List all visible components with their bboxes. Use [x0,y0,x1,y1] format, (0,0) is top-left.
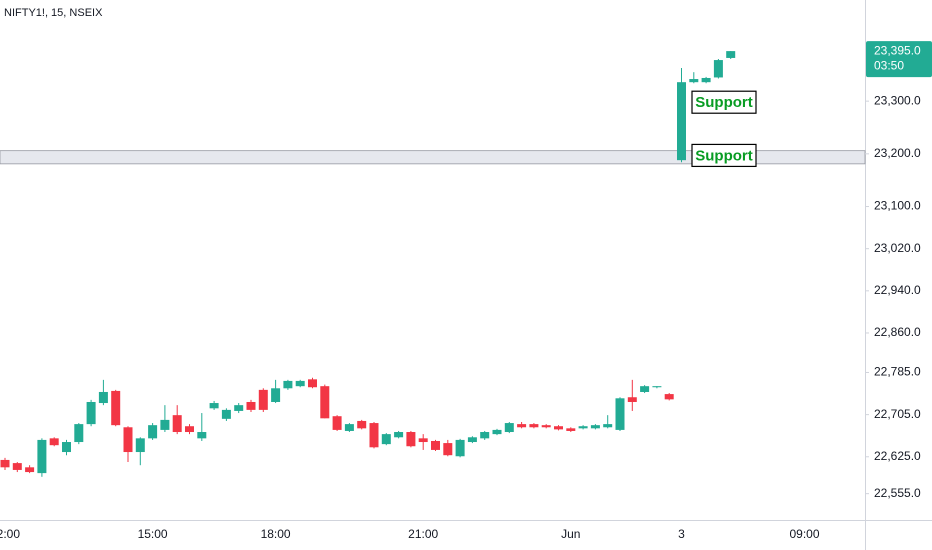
candle-body [357,420,367,429]
candle-body [271,388,281,402]
candle-body [664,394,674,400]
candle-body [111,390,121,426]
candle-body [86,401,96,425]
candle-body [394,432,404,438]
x-tick-label: 15:00 [138,527,168,541]
x-tick-label: 18:00 [261,527,291,541]
candle-body [701,77,711,83]
candle-body [677,82,686,161]
candle-body [689,79,699,83]
candle-body [123,427,133,453]
x-tick-label: 12:00 [0,527,20,541]
candle-body [62,442,71,453]
candle-body [197,432,207,439]
candle-body [603,424,613,428]
candle-body [504,423,514,433]
candle-body [148,425,158,439]
y-tick-label: 23,100.0 [874,199,921,213]
candle-body [541,425,551,428]
candle-body [713,60,723,78]
zone-band [0,150,866,165]
annotation-text: Support [695,147,753,164]
x-tick-label: 09:00 [789,527,819,541]
y-tick-label: 22,860.0 [874,325,921,339]
candle-body [381,434,391,445]
candle-body [209,403,219,409]
candle-body [652,386,662,388]
candle-body [566,428,576,431]
candle-body [37,439,47,474]
candle-body [283,380,293,389]
candle-body [480,432,490,439]
candle-body [517,424,527,428]
candle-body [578,426,588,429]
candle-body [172,415,182,433]
candle-body [135,438,145,453]
annotation-text: Support [695,94,753,111]
y-tick-label: 23,200.0 [874,146,921,160]
candle-body [0,459,10,468]
candle-body [529,424,539,428]
candle-body [492,429,502,435]
y-tick-label: 23,020.0 [874,241,921,255]
countdown-label: 03:50 [874,58,904,72]
candle-body [234,405,244,411]
candle-body [590,425,600,429]
candle-body [615,398,625,430]
x-tick-label: Jun [561,527,580,541]
chart-title: NIFTY1!, 15, NSEIX [4,7,103,19]
last-price-label: 23,395.0 [874,43,921,57]
candle-body [467,437,477,443]
candle-body [320,386,330,419]
candle-body [369,423,379,448]
candle-body [308,379,317,388]
annotation-box [691,143,757,168]
candle-body [98,391,108,404]
candle-body [221,409,231,419]
y-tick-label: 23,300.0 [874,93,921,107]
x-tick-label: 3 [678,527,685,541]
candle-body [455,439,465,457]
candle-body [443,443,453,456]
y-tick-label: 22,940.0 [874,283,921,297]
y-tick-label: 22,785.0 [874,365,921,379]
candle-body [406,432,416,447]
candle-body [295,380,305,387]
candle-body [431,440,440,450]
x-tick-label: 21:00 [408,527,438,541]
candle-body [160,419,170,430]
candle-body [25,467,35,473]
candle-body [640,386,650,392]
candle-body [246,401,256,410]
candle-body [332,416,342,430]
y-tick-label: 22,625.0 [874,449,921,463]
candle-body [627,397,637,402]
candle-body [418,438,428,443]
candle-body [185,426,194,433]
y-tick-label: 22,705.0 [874,407,921,421]
y-tick-label: 22,555.0 [874,486,921,500]
candle-body [12,463,22,470]
last-price-box [866,41,932,78]
candle-body [726,51,736,58]
candle-body [49,438,59,446]
candle-body [258,389,268,410]
annotation-box [691,90,757,114]
candle-body [344,424,354,431]
candle-body [74,424,84,443]
candle-body [554,426,563,430]
